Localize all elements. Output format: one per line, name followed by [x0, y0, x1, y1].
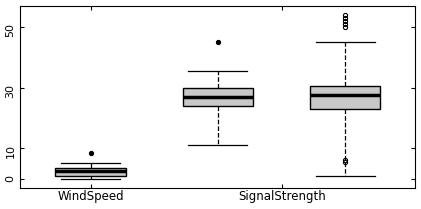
Bar: [183, 88, 253, 106]
Bar: [56, 168, 125, 176]
Bar: [310, 86, 381, 109]
